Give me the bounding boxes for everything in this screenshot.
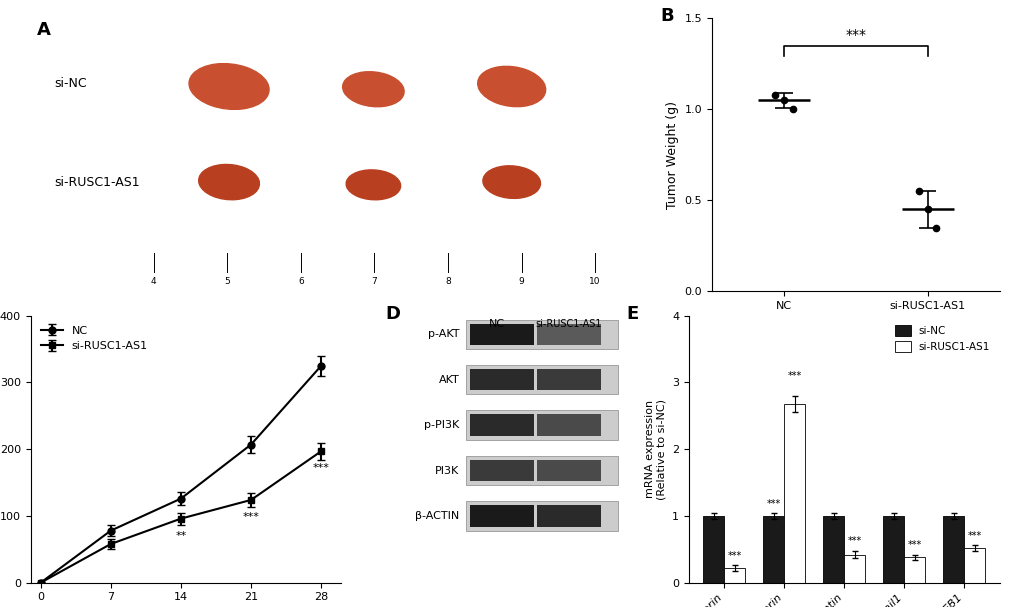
Ellipse shape (189, 64, 269, 109)
Bar (882, 516, 904, 583)
Bar (784, 404, 804, 583)
Bar (466, 365, 618, 395)
Bar (466, 410, 618, 440)
Ellipse shape (477, 66, 545, 107)
Text: ***: *** (727, 551, 741, 561)
Ellipse shape (199, 164, 259, 200)
Text: NC: NC (489, 319, 504, 329)
Bar (537, 369, 600, 390)
Text: D: D (385, 305, 400, 323)
Bar (466, 456, 618, 485)
Y-axis label: mRNA expression
(Relative to si-NC): mRNA expression (Relative to si-NC) (644, 399, 665, 500)
Bar (470, 369, 534, 390)
Bar (904, 557, 924, 583)
Text: PI3K: PI3K (434, 466, 459, 475)
Bar (723, 568, 744, 583)
Text: ***: *** (313, 463, 329, 473)
Y-axis label: Tumor Weight (g): Tumor Weight (g) (665, 101, 679, 209)
Bar (466, 501, 618, 531)
Ellipse shape (342, 72, 404, 107)
Text: si-RUSC1-AS1: si-RUSC1-AS1 (535, 319, 601, 329)
Bar (537, 324, 600, 345)
Text: ***: *** (907, 540, 921, 550)
Bar (537, 415, 600, 436)
Bar (964, 548, 984, 583)
Bar (702, 516, 723, 583)
Text: E: E (626, 305, 639, 323)
Bar (943, 516, 964, 583)
Text: A: A (37, 21, 50, 39)
Text: ***: *** (845, 28, 865, 42)
Text: ***: *** (243, 512, 259, 522)
Bar (822, 516, 844, 583)
Bar (466, 320, 618, 349)
Text: B: B (659, 7, 674, 25)
Text: β-ACTIN: β-ACTIN (415, 511, 459, 521)
Text: p-AKT: p-AKT (427, 330, 459, 339)
Text: ***: *** (847, 536, 861, 546)
Text: si-RUSC1-AS1: si-RUSC1-AS1 (55, 175, 141, 189)
Bar (470, 324, 534, 345)
Bar (470, 460, 534, 481)
Bar (762, 516, 784, 583)
Text: **: ** (175, 531, 186, 541)
Bar (537, 460, 600, 481)
Ellipse shape (482, 166, 540, 198)
Legend: si-NC, si-RUSC1-AS1: si-NC, si-RUSC1-AS1 (890, 321, 994, 356)
Bar (470, 415, 534, 436)
Bar (537, 505, 600, 527)
Text: si-NC: si-NC (55, 77, 88, 90)
Text: ***: *** (967, 531, 981, 541)
Ellipse shape (345, 170, 400, 200)
Text: ***: *** (787, 371, 801, 381)
Legend: NC, si-RUSC1-AS1: NC, si-RUSC1-AS1 (36, 321, 152, 356)
Text: AKT: AKT (438, 375, 459, 385)
Text: p-PI3K: p-PI3K (424, 420, 459, 430)
Bar (844, 555, 864, 583)
Bar (470, 505, 534, 527)
Text: ***: *** (765, 498, 780, 509)
